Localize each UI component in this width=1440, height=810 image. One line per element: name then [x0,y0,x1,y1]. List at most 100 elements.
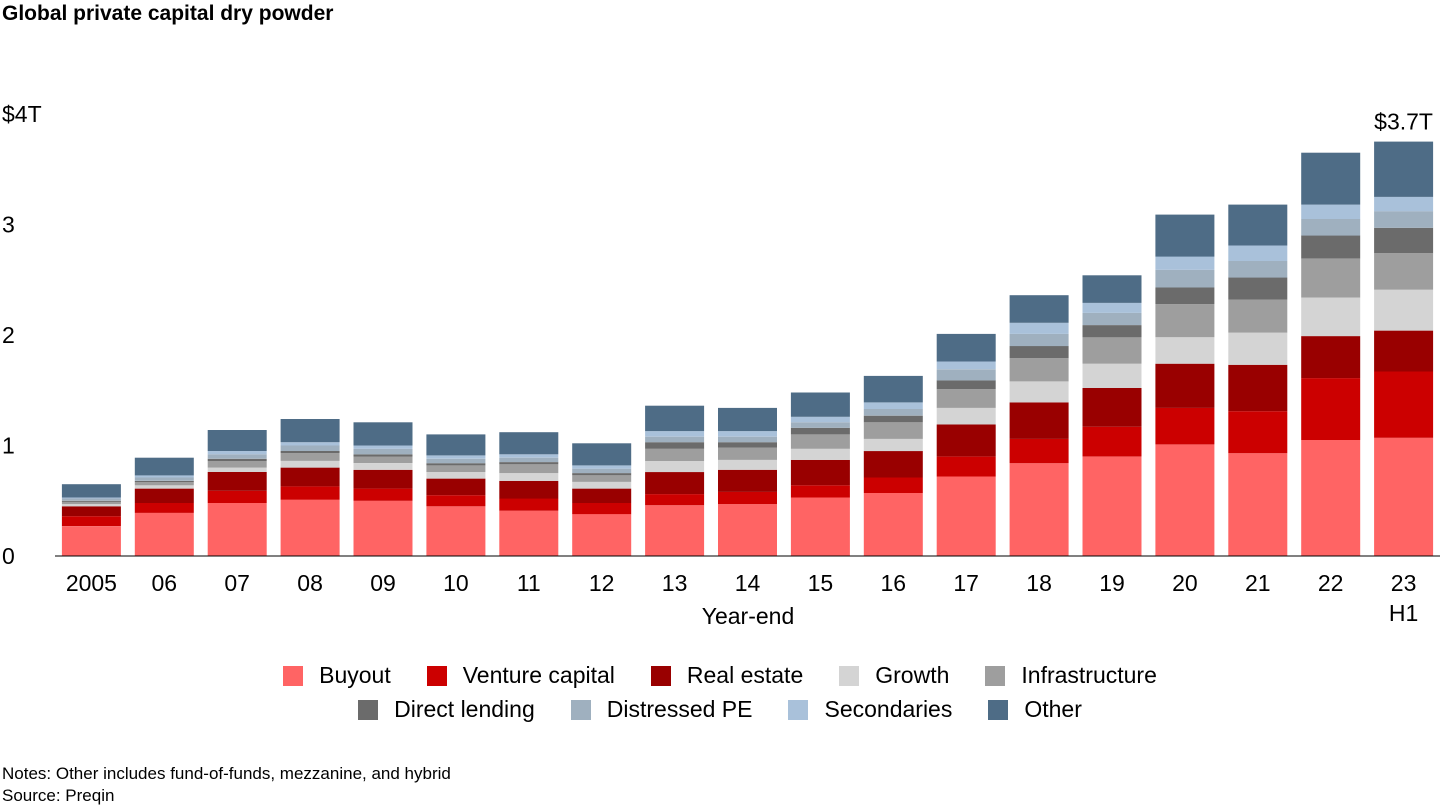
bar-segment [863,422,923,439]
bar-segment [572,465,632,469]
notes-text: Notes: Other includes fund-of-funds, mez… [2,764,451,783]
bar-segment [1009,346,1069,359]
x-tick-label: 16 [881,570,907,596]
legend-label: Growth [875,662,950,688]
bar-segment [134,512,194,556]
bar-segment [1009,438,1069,464]
bar-segment [1228,411,1288,454]
bar-segment [1228,277,1288,300]
bar-segment [1374,211,1434,228]
bar-segment [426,478,486,496]
chart-title: Global private capital dry powder [2,2,334,25]
bar-segment [1082,456,1142,557]
bar-segment [572,503,632,515]
legend-swatch [426,665,447,686]
legend-item: Direct lending [358,696,535,723]
bar-segment [134,485,194,489]
bar-segment [790,422,850,428]
bar-segment [863,477,923,493]
bar-segment [1155,214,1215,257]
bar-segment [499,473,559,481]
bar-segment [645,442,705,449]
bar-segment [499,462,559,465]
bar-segment [718,431,777,437]
bar-segment [572,443,632,466]
bar-segment [207,430,267,451]
bar-segment [1301,258,1361,298]
bar-segment [426,465,486,472]
legend-item: Infrastructure [985,662,1157,689]
bar-segment [1301,152,1361,205]
bar-segment [353,445,413,449]
bar-segment [718,491,777,505]
legend-swatch [839,665,860,686]
bar-segment [61,500,121,502]
bar-segment [790,485,850,498]
bar-segment [134,457,194,476]
bar-segment [1301,378,1361,440]
x-tick-label: 12 [589,570,615,596]
bar-segment [863,493,923,556]
bar-segment [936,333,996,362]
bar-segment [1374,141,1434,197]
bar-segment [207,458,267,461]
bar-segment [353,422,413,446]
bar-segment [1374,227,1434,254]
x-tick-label: 09 [370,570,396,596]
y-tick-label: 1 [2,433,15,459]
legend-swatch [283,665,304,686]
bar-segment [718,442,777,448]
bar-segment [426,495,486,507]
bar-segment [1374,437,1434,556]
bar-segment [645,431,705,437]
bar-segment [499,464,559,474]
bar-segment [207,454,267,459]
bar-segment [61,506,121,517]
bar-segment [1082,426,1142,457]
legend-label: Buyout [319,662,391,688]
bar-segment [61,498,121,501]
bar-segment [936,407,996,425]
bar-segment [1082,303,1142,313]
bar-segment [1374,289,1434,331]
bar-segment [645,472,705,495]
bar-segment [499,457,559,463]
x-tick-label: 20 [1172,570,1198,596]
bar-segment [645,448,705,461]
bar-segment [1009,322,1069,334]
bar-segment [572,482,632,489]
bar-segment [1155,363,1215,408]
bar-segment [426,458,486,464]
y-tick-label: 3 [2,212,15,238]
bar-segment [61,516,121,527]
x-tick-label: 21 [1245,570,1271,596]
bar-segment [1374,330,1434,372]
bar-segment [61,501,121,505]
bar-segment [61,526,121,556]
x-tick-label: 13 [662,570,688,596]
bar-segment [1301,235,1361,259]
bar-segment [280,499,340,556]
bar-segment [1228,245,1288,261]
legend-swatch [788,699,809,720]
bar-segment [1374,196,1434,212]
bar-segment [1301,336,1361,379]
legend-row-1: Buyout Venture capital Real estate Growth In… [0,662,1440,689]
y-tick-label: 0 [2,543,15,569]
legend-item: Secondaries [788,696,952,723]
legend-label: Direct lending [394,696,535,722]
x-axis-title: Year-end [702,603,795,629]
bar-segment [645,461,705,473]
bar-segment [1374,371,1434,438]
bar-segment [353,500,413,557]
x-tick-label: 19 [1099,570,1125,596]
bar-segment [1301,297,1361,337]
bar-segment [863,415,923,423]
bar-segment [353,456,413,464]
bar-segment [207,467,267,472]
bar-segment [1009,295,1069,323]
bar-segment [1155,337,1215,364]
bar-segment [280,442,340,446]
x-tick-label: 17 [953,570,979,596]
